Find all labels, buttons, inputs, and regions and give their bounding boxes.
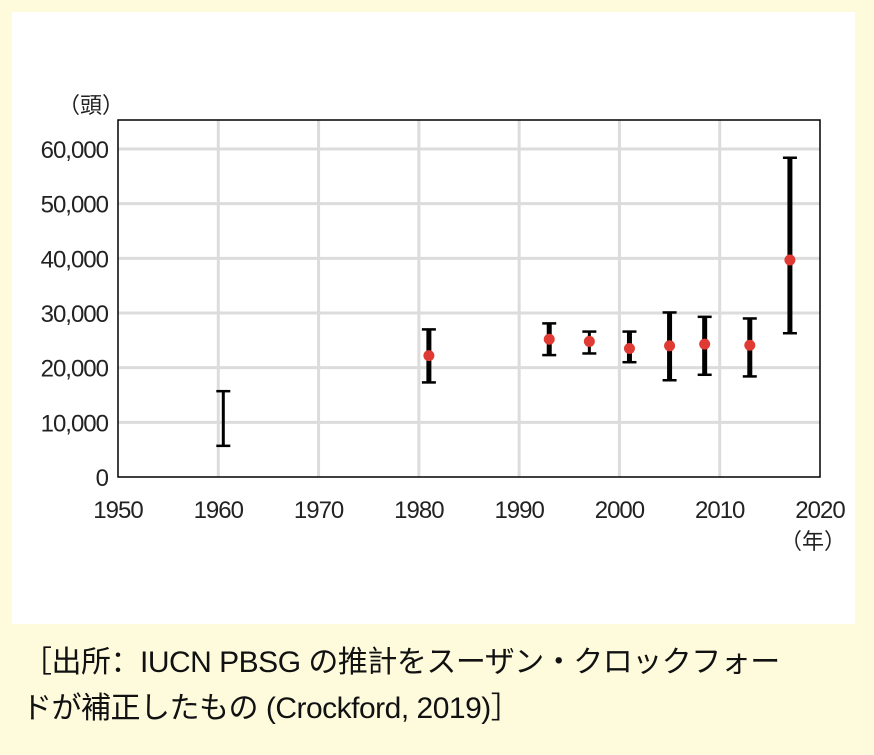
x-tick-label: 1980 xyxy=(394,497,444,524)
estimate-marker xyxy=(664,340,676,352)
x-tick-label: 2000 xyxy=(595,497,645,524)
y-tick-label: 20,000 xyxy=(41,356,109,383)
x-tick-label: 2020 xyxy=(795,497,845,524)
y-tick-label: 40,000 xyxy=(41,246,109,273)
error-bar-point xyxy=(421,328,436,384)
error-bar-point xyxy=(697,315,712,377)
chart-panel xyxy=(12,12,855,624)
estimate-marker xyxy=(423,350,435,362)
grid-lines xyxy=(118,120,820,477)
y-tick-label: 10,000 xyxy=(41,410,109,437)
x-tick-label: 1990 xyxy=(494,497,544,524)
x-tick-label: 1950 xyxy=(93,497,143,524)
y-tick-label: 0 xyxy=(96,465,109,492)
estimate-marker xyxy=(744,339,756,351)
estimate-marker xyxy=(699,338,711,350)
error-bar-point xyxy=(216,389,231,448)
data-points xyxy=(216,156,797,448)
estimate-marker xyxy=(543,333,555,345)
error-bar-point xyxy=(782,156,797,335)
source-caption: ［出所：IUCN PBSG の推計をスーザン・クロックフォー ドが補正したもの … xyxy=(22,640,862,732)
x-axis-unit: （年） xyxy=(780,529,847,554)
plot-frame xyxy=(117,119,821,478)
x-tick-label: 2010 xyxy=(695,497,745,524)
y-tick-label: 50,000 xyxy=(41,192,109,219)
y-axis-unit: （頭） xyxy=(58,93,125,118)
x-tick-label: 1960 xyxy=(194,497,244,524)
x-tick-label: 1970 xyxy=(294,497,344,524)
error-bar-point xyxy=(742,317,757,378)
error-bar-point xyxy=(542,322,557,357)
y-tick-label: 60,000 xyxy=(41,137,109,164)
estimate-marker xyxy=(623,343,635,355)
y-tick-label: 30,000 xyxy=(41,301,109,328)
caption-line-2: ドが補正したもの (Crockford, 2019)］ xyxy=(22,692,521,725)
error-bar-point xyxy=(582,330,597,355)
error-bar-point xyxy=(622,330,637,364)
estimate-marker xyxy=(583,335,595,347)
y-axis-labels: 0 10,000 20,000 30,000 40,000 50,000 60,000 xyxy=(41,137,110,492)
x-axis-labels: 1950 1960 1970 1980 1990 2000 2010 2020 xyxy=(93,497,846,524)
error-bar-point xyxy=(662,311,677,382)
estimate-marker xyxy=(784,254,796,266)
caption-line-1: ［出所：IUCN PBSG の推計をスーザン・クロックフォー xyxy=(22,646,780,679)
